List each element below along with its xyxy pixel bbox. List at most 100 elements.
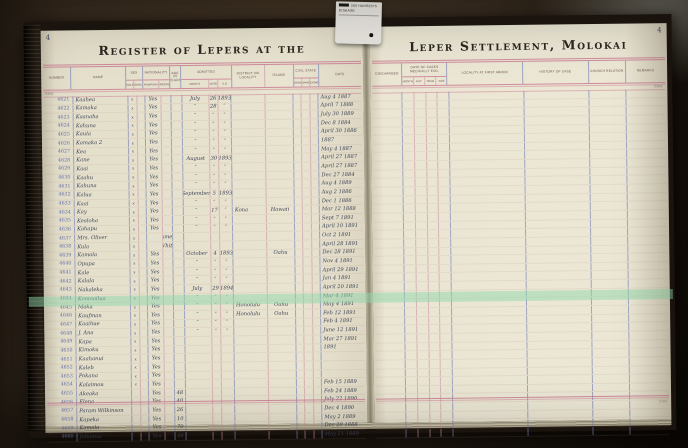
archival-tag: 260 HANSEN'S DISEASE [335,1,382,45]
register-cell [172,181,184,190]
register-cell: April 7 1888 [320,102,354,109]
register-cell [630,374,669,382]
register-cell: ″ [182,172,210,181]
register-cell [234,353,269,362]
register-cell [234,318,268,327]
register-cell: April 29 1891 [322,266,359,273]
register-cell [296,352,305,361]
register-cell: Kaai [74,199,130,208]
register-cell: Param Wilkinson [77,406,133,416]
register-cell [172,207,184,216]
register-cell [373,152,404,161]
register-cell [592,340,630,349]
register-cell: 4621 [43,96,74,105]
register-cell [524,124,590,134]
register-cell [374,282,405,291]
register-cell: Yes [147,294,164,302]
register-cell [589,106,627,115]
register-cell [132,406,141,415]
register-cell [416,282,429,290]
register-cell [404,213,416,221]
register-cell [165,414,176,423]
register-cell [404,265,417,273]
register-cell [375,308,406,317]
register-cell: 4646 [46,312,77,321]
register-cell [426,109,438,117]
register-cell [296,387,306,396]
register-cell: x [131,328,140,337]
register-cell [233,292,268,301]
register-cell: ″ [182,120,210,129]
register-cell [139,311,149,320]
register-cell: ″ [184,276,212,285]
register-cell [310,136,320,145]
register-cell [450,159,526,169]
right-register-body [372,89,670,439]
register-cell [591,245,629,254]
register-cell [302,136,311,145]
column-header: History of Case [539,69,572,74]
register-cell [406,420,419,429]
register-cell [592,305,630,314]
register-cell [267,292,296,301]
register-cell [301,110,311,119]
register-cell: Yes [146,216,163,225]
register-cell [173,216,184,224]
column-header: Date of Cases Medically Exd. [410,64,439,73]
register-cell [374,247,405,256]
register-cell [171,95,182,103]
register-cell [305,387,314,395]
register-cell: Hawaii [266,206,295,214]
register-cell: Yes [145,112,162,121]
register-cell: Kalua [74,190,130,200]
register-cell [305,430,315,439]
register-cell [294,231,304,240]
register-cell [132,423,142,432]
register-cell [405,368,418,377]
register-cell [294,240,304,249]
register-cell [132,415,141,424]
register-cell [268,387,297,396]
column-header: Locality at First Abode [461,70,508,75]
register-cell [185,371,213,380]
register-cell [374,230,405,239]
column-header-group: Remarks [626,60,665,82]
column-header: District or Locality [236,71,260,80]
register-cell: Yes [145,138,162,147]
register-cell: Yes [148,345,165,354]
register-cell [311,188,320,197]
register-cell [375,334,406,343]
register-cell [406,429,419,437]
register-cell [138,225,148,233]
register-cell: ″ [220,293,234,301]
register-cell [164,328,175,337]
register-cell: 1894 [220,284,234,293]
register-cell [137,164,147,173]
register-cell [311,214,320,223]
register-cell: Kapa [76,337,132,346]
register-cell [416,273,429,282]
register-cell [451,272,527,281]
register-cell [427,212,440,221]
register-cell [322,361,365,369]
register-cell [591,227,629,236]
register-cell [301,102,311,110]
register-cell [374,291,406,300]
register-cell: August [182,155,210,164]
register-cell [592,314,630,323]
register-cell [428,281,441,290]
register-cell: ″ [210,258,221,267]
register-cell: Yes [146,147,163,155]
register-cell: x [128,121,138,130]
register-cell [629,288,668,296]
register-cell [428,273,440,282]
register-cell [628,245,667,253]
register-cell [294,179,303,188]
register-cell: ″ [220,258,234,267]
register-cell [303,274,313,283]
register-cell: ″ [218,128,232,137]
register-cell [427,221,440,230]
register-cell [439,264,452,273]
register-cell [265,110,294,119]
register-cell [418,403,430,411]
